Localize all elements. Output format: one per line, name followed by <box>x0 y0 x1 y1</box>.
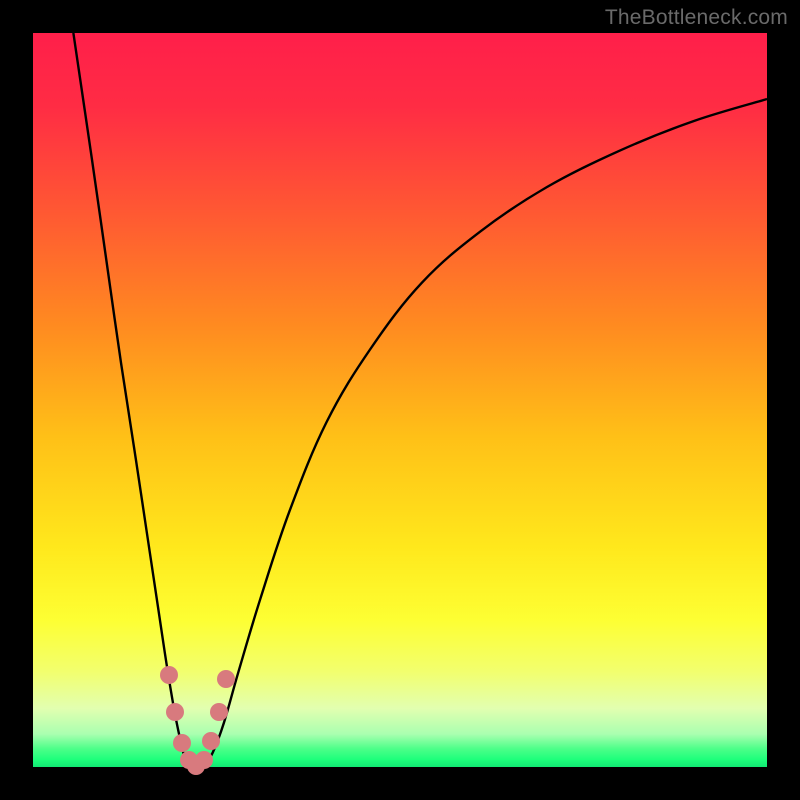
data-marker <box>217 670 235 688</box>
data-marker <box>173 734 191 752</box>
data-marker <box>195 751 213 769</box>
curve-svg <box>33 33 767 767</box>
data-marker <box>160 666 178 684</box>
curve-right-branch <box>205 99 767 763</box>
data-marker <box>210 703 228 721</box>
plot-area <box>33 33 767 767</box>
data-marker <box>202 732 220 750</box>
data-marker <box>166 703 184 721</box>
curve-left-branch <box>73 33 187 763</box>
watermark-text: TheBottleneck.com <box>605 6 788 30</box>
